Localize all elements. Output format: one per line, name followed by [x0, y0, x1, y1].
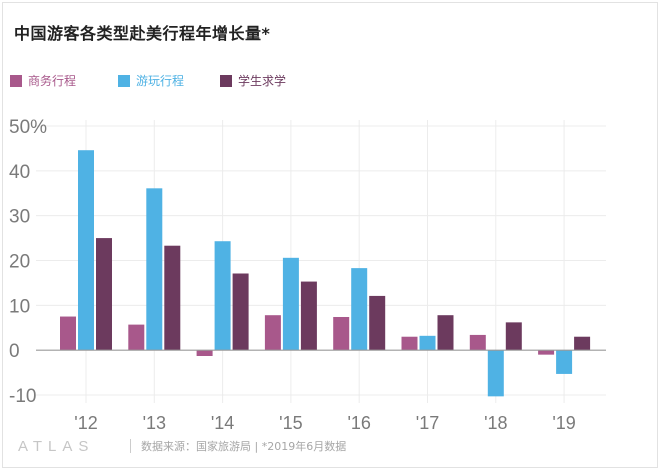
x-tick-label: '15 [279, 413, 302, 433]
x-tick-label: '19 [552, 413, 575, 433]
x-tick-label: '17 [416, 413, 439, 433]
bar-study [164, 245, 181, 351]
bar-leisure [351, 268, 368, 351]
y-tick-label: 10 [9, 296, 30, 317]
source-note: 数据来源：国家旅游局 | *2019年6月数据 [141, 440, 347, 453]
legend-swatch-business [10, 74, 22, 87]
atlas-logo: ATLAS [18, 437, 95, 455]
legend-label-leisure: 游玩行程 [136, 74, 185, 88]
bar-business [60, 316, 76, 351]
bar-study [574, 336, 591, 351]
x-tick-label: '13 [143, 413, 166, 433]
x-tick-label: '12 [74, 413, 97, 433]
y-tick-label: 50% [9, 117, 47, 138]
legend-swatch-study [220, 74, 232, 87]
bar-leisure [556, 350, 573, 374]
bar-leisure [282, 257, 299, 351]
bar-business [128, 324, 145, 351]
bar-leisure [78, 150, 94, 351]
legend-swatch-leisure [118, 74, 130, 87]
bar-business [264, 315, 281, 351]
bar-study [232, 273, 249, 351]
x-tick-label: '18 [484, 413, 507, 433]
bar-business [333, 316, 350, 351]
bar-study [437, 315, 454, 351]
legend-label-business: 商务行程 [28, 74, 77, 88]
bar-study [369, 295, 386, 351]
footer: ATLAS 数据来源：国家旅游局 | *2019年6月数据 [18, 436, 346, 456]
x-tick-label: '16 [347, 413, 370, 433]
y-tick-label: -10 [9, 386, 36, 407]
y-tick-label: 30 [9, 207, 30, 228]
bar-business [538, 350, 555, 355]
bar-business [196, 350, 213, 356]
legend-item-leisure: 游玩行程 [118, 72, 184, 89]
bar-business [401, 336, 418, 351]
bars-layer [60, 150, 591, 397]
bar-study [505, 322, 522, 351]
legend-item-business: 商务行程 [10, 72, 76, 89]
bar-business [469, 334, 486, 351]
bar-leisure [487, 350, 504, 397]
footer-divider [130, 439, 131, 453]
grid-layer [36, 120, 606, 403]
bar-leisure [146, 188, 163, 351]
chart-title: 中国游客各类型赴美行程年增长量* [14, 24, 271, 43]
y-tick-label: 0 [9, 341, 20, 362]
bar-leisure [214, 241, 231, 351]
legend-item-study: 学生求学 [220, 72, 286, 89]
bar-leisure [419, 335, 436, 351]
y-tick-label: 40 [9, 162, 30, 183]
axis-layer: -10 0 10 20 30 40 50% '12 '13 '14 '15 '16 '17 '18 '19 [9, 117, 606, 433]
x-tick-label: '14 [211, 413, 234, 433]
bar-study [300, 281, 317, 351]
legend-label-study: 学生求学 [238, 74, 287, 88]
bar-study [96, 238, 112, 351]
y-tick-label: 20 [9, 252, 30, 273]
